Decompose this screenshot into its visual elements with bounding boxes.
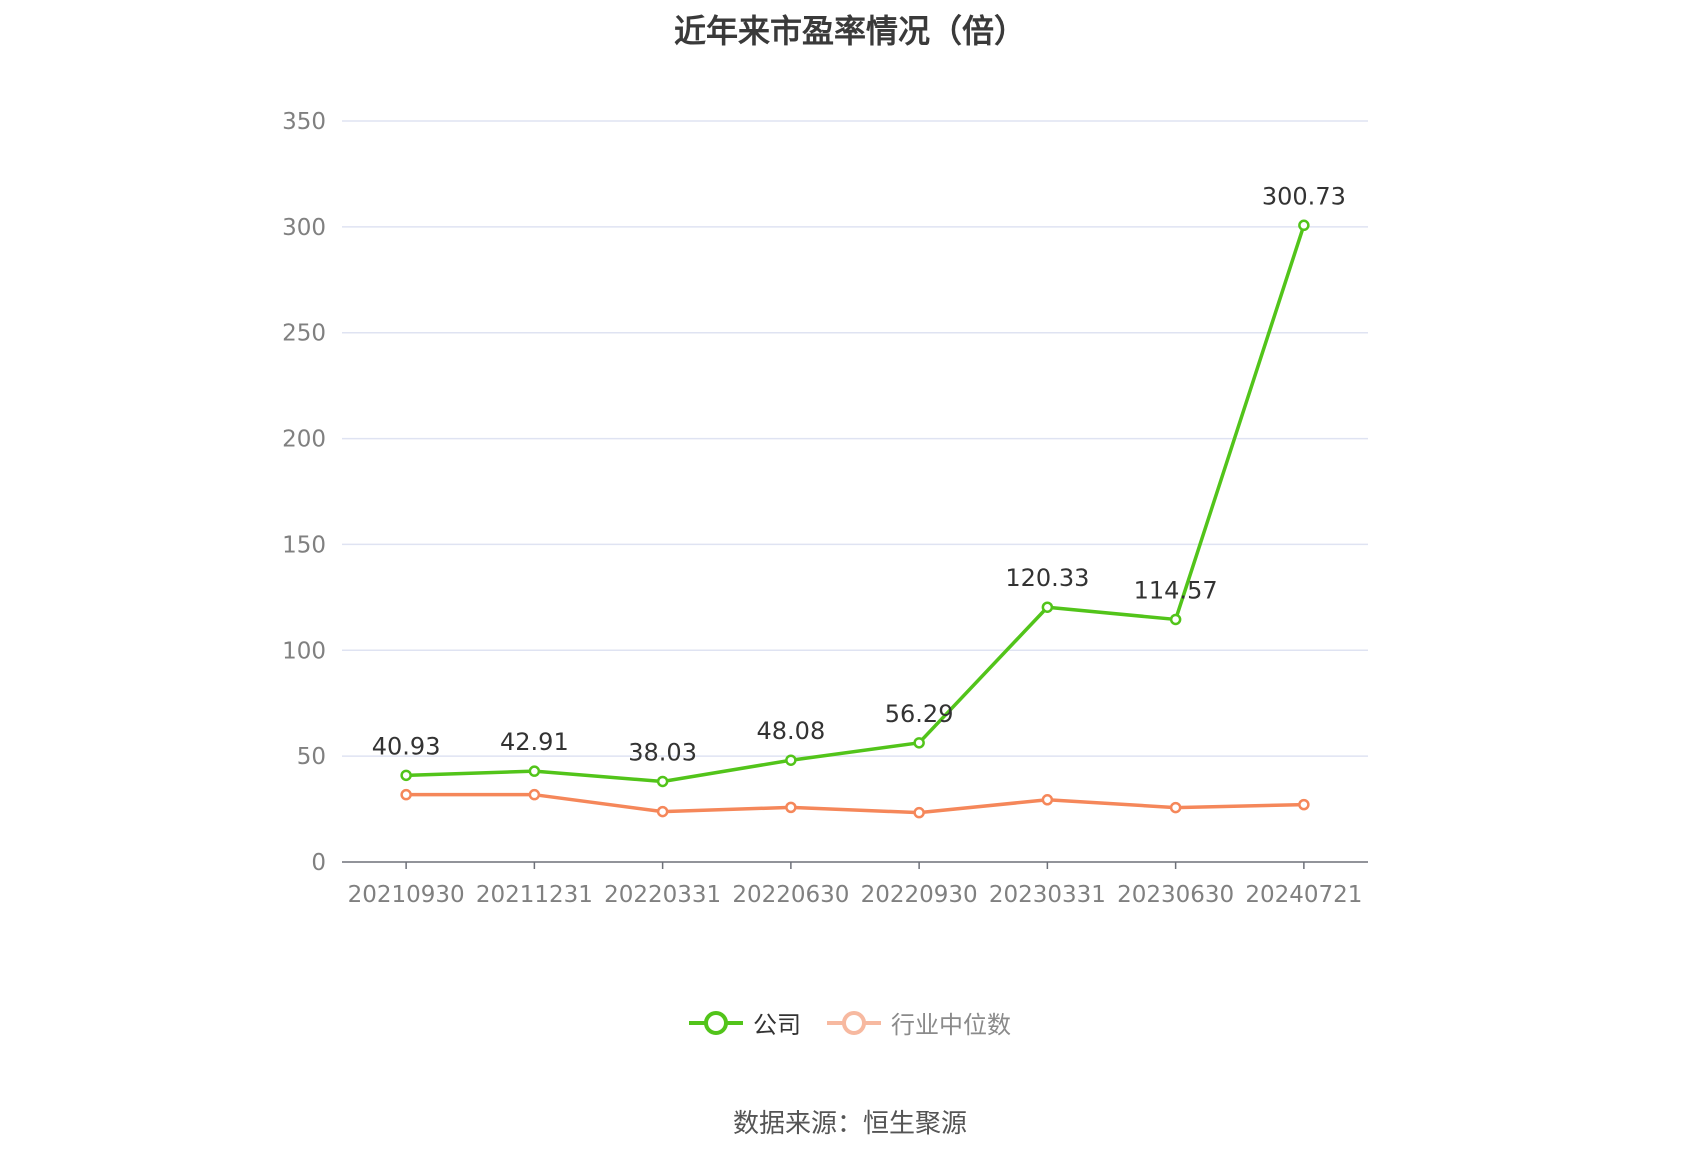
x-tick-label: 20220930 bbox=[861, 882, 978, 908]
x-tick-label: 20240721 bbox=[1245, 882, 1362, 908]
data-label: 56.29 bbox=[885, 700, 954, 728]
data-point bbox=[913, 737, 925, 749]
source-note: 数据来源：恒生聚源 bbox=[732, 1109, 967, 1139]
legend-label-company: 公司 bbox=[753, 1011, 801, 1039]
legend-item-company[interactable]: 公司 bbox=[689, 1005, 801, 1040]
data-label: 300.73 bbox=[1262, 182, 1346, 210]
data-point bbox=[656, 805, 669, 818]
data-label: 40.93 bbox=[372, 732, 441, 760]
data-point bbox=[1041, 794, 1054, 806]
axes: 0 50 100 150 200 250 300 350 20210930 20211231 202… bbox=[282, 109, 1368, 908]
x-tick-label: 20211231 bbox=[476, 882, 593, 908]
data-label: 120.33 bbox=[1005, 564, 1089, 592]
data-label: 114.57 bbox=[1134, 576, 1218, 604]
x-tick-label: 20210930 bbox=[348, 882, 465, 908]
series-line bbox=[406, 224, 1306, 784]
series-line bbox=[406, 792, 1304, 815]
data-point bbox=[1298, 798, 1310, 811]
x-tick-label: 20220630 bbox=[732, 882, 849, 908]
y-tick-label: 200 bbox=[282, 427, 326, 453]
data-point bbox=[785, 754, 797, 766]
y-tick-label: 350 bbox=[282, 109, 326, 135]
y-tick-label: 50 bbox=[297, 744, 326, 770]
legend-label-industry: 行业中位数 bbox=[891, 1011, 1011, 1039]
legend-item-industry[interactable]: 行业中位数 bbox=[827, 1005, 1011, 1040]
data-label: 42.91 bbox=[500, 728, 569, 756]
data-point bbox=[400, 788, 412, 801]
x-tick-label: 20230331 bbox=[989, 882, 1106, 908]
y-tick-label: 0 bbox=[311, 850, 326, 876]
y-tick-label: 250 bbox=[282, 321, 326, 347]
legend-industry-marker-icon bbox=[827, 1010, 881, 1035]
data-point bbox=[656, 775, 669, 788]
data-point bbox=[913, 806, 925, 819]
legend-company-marker-icon bbox=[689, 1010, 743, 1035]
data-point bbox=[1041, 601, 1054, 613]
x-tick-label: 20230630 bbox=[1117, 882, 1234, 908]
data-point bbox=[1169, 801, 1182, 814]
data-point bbox=[528, 788, 541, 801]
chart-title: 近年来市盈率情况（倍） bbox=[673, 12, 1026, 50]
data-label: 38.03 bbox=[628, 738, 697, 766]
y-tick-label: 150 bbox=[282, 532, 326, 558]
data-point bbox=[528, 765, 541, 777]
data-point bbox=[785, 801, 797, 814]
data-point bbox=[1298, 219, 1310, 232]
y-tick-label: 100 bbox=[282, 638, 326, 664]
legend: 公司 行业中位数 bbox=[0, 1005, 1700, 1040]
data-label: 48.08 bbox=[757, 717, 826, 745]
data-point bbox=[400, 769, 412, 782]
data-labels: 40.93 42.91 38.03 48.08 56.29 120.33 114.57 300… bbox=[372, 182, 1346, 766]
grid-lines bbox=[342, 120, 1368, 757]
y-tick-label: 300 bbox=[282, 215, 326, 241]
data-point bbox=[1169, 613, 1182, 626]
series-lines bbox=[400, 219, 1310, 819]
x-tick-label: 20220331 bbox=[604, 882, 721, 908]
